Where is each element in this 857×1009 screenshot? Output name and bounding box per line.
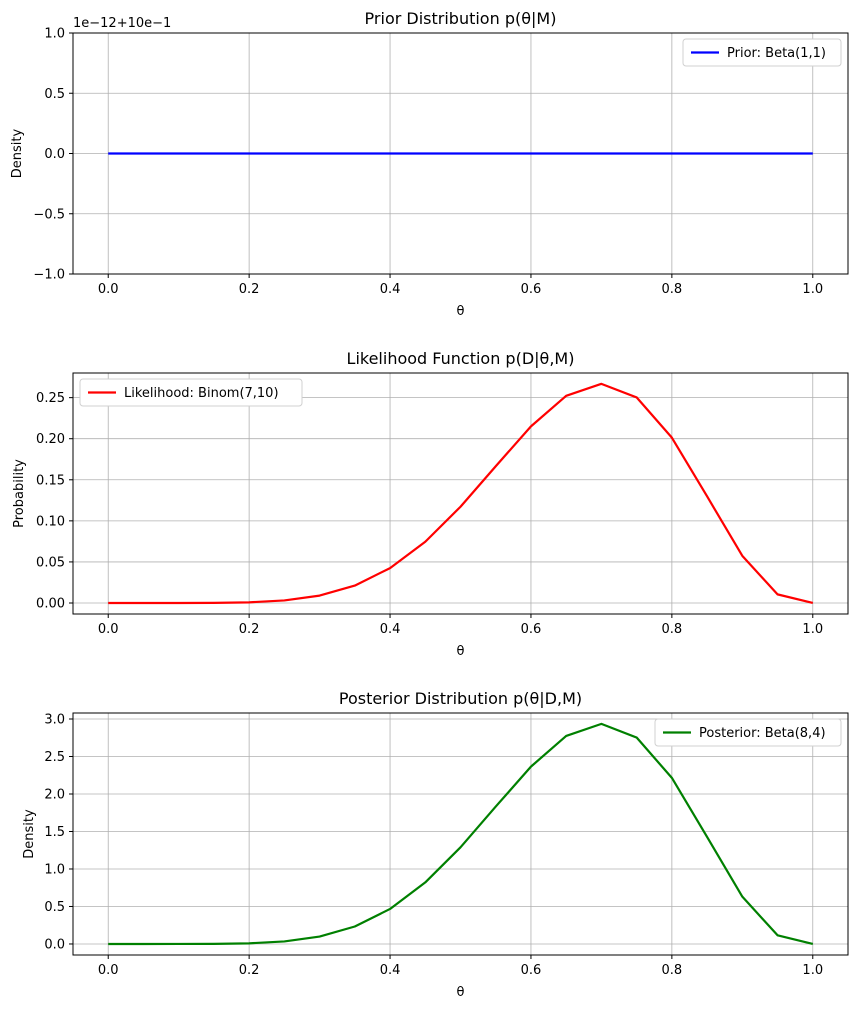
x-tick-label: 0.4 [380, 282, 401, 297]
x-tick-label: 1.0 [802, 282, 823, 297]
y-tick-label: 3.0 [44, 712, 65, 727]
x-tick-label: 1.0 [802, 963, 823, 978]
y-tick-label: 0.5 [44, 87, 65, 102]
x-tick-label: 0.4 [380, 963, 401, 978]
x-tick-label: 0.8 [662, 963, 683, 978]
y-tick-label: 0.20 [36, 432, 65, 447]
y-tick-label: 0.10 [36, 514, 65, 529]
y-tick-label: 0.25 [36, 391, 65, 406]
chart-panel-1: 0.0 0.2 0.4 0.6 0.8 1.0 −1.0 −0.5 0.0 0.5 1.0 1e−12… [10, 9, 849, 319]
chart-panel-3: 0.0 0.2 0.4 0.6 0.8 1.0 0.0 0.5 1.0 1.5 2.0 2.5 3.0 P… [22, 689, 849, 1000]
y-tick-label: 0.5 [44, 900, 65, 915]
x-tick-label: 0.6 [521, 282, 542, 297]
y-tick-label: −0.5 [33, 207, 65, 222]
y-axis-label: Probability [12, 459, 27, 528]
y-tick-label: 2.0 [44, 787, 65, 802]
legend: Posterior: Beta(8,4) [654, 718, 842, 747]
y-tick-label: 2.5 [44, 750, 65, 765]
x-tick-label: 1.0 [802, 622, 823, 637]
x-tick-label: 0.8 [662, 622, 683, 637]
x-tick-label: 0.0 [98, 963, 119, 978]
x-axis-label: θ [457, 644, 465, 659]
y-tick-label: 1.0 [44, 27, 65, 42]
axes-frame [72, 712, 849, 956]
x-axis-label: θ [457, 985, 465, 1000]
chart-title: Likelihood Function p(D|θ,M) [347, 349, 575, 368]
x-tick-label: 0.2 [239, 963, 260, 978]
chart-panel-2: 0.0 0.2 0.4 0.6 0.8 1.0 0.00 0.05 0.10 0.15 0.20 0.… [12, 349, 849, 659]
y-tick-label: 0.15 [36, 473, 65, 488]
y-axis-label: Density [10, 128, 25, 178]
chart-title: Posterior Distribution p(θ|D,M) [339, 689, 582, 708]
legend-label: Likelihood: Binom(7,10) [124, 386, 279, 401]
x-tick-label: 0.2 [239, 282, 260, 297]
axes-frame [72, 372, 849, 615]
legend-box [654, 718, 842, 747]
y-tick-label: 0.0 [44, 147, 65, 162]
y-tick-label: 0.00 [36, 596, 65, 611]
y-tick-label: 1.0 [44, 862, 65, 877]
x-tick-label: 0.6 [521, 622, 542, 637]
x-tick-label: 0.2 [239, 622, 260, 637]
series-line [108, 382, 814, 605]
x-tick-label: 0.0 [98, 622, 119, 637]
y-offset-label: 1e−12+10e−1 [73, 16, 171, 31]
y-tick-label: 0.0 [44, 937, 65, 952]
legend: Likelihood: Binom(7,10) [79, 378, 303, 407]
y-tick-label: 0.05 [36, 555, 65, 570]
y-tick-label: 1.5 [44, 825, 65, 840]
legend-box [79, 378, 303, 407]
y-axis-label: Density [22, 809, 37, 859]
y-tick-label: −1.0 [33, 268, 65, 283]
series-line [108, 722, 814, 946]
legend-label: Posterior: Beta(8,4) [699, 726, 826, 741]
legend: Prior: Beta(1,1) [682, 38, 842, 67]
chart-title: Prior Distribution p(θ|M) [365, 9, 557, 28]
legend-label: Prior: Beta(1,1) [727, 46, 826, 61]
x-tick-label: 0.4 [380, 622, 401, 637]
x-axis-label: θ [457, 304, 465, 319]
x-tick-label: 0.8 [662, 282, 683, 297]
legend-box [682, 38, 842, 67]
x-tick-label: 0.6 [521, 963, 542, 978]
x-tick-label: 0.0 [98, 282, 119, 297]
